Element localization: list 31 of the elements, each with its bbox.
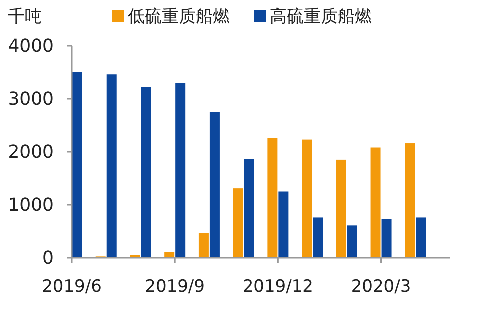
bar xyxy=(302,140,312,258)
bar xyxy=(141,87,152,258)
legend-label: 高硫重质船燃 xyxy=(270,7,372,27)
y-tick-label: 4000 xyxy=(8,36,54,57)
bar xyxy=(268,138,278,258)
bar xyxy=(382,219,392,258)
bar xyxy=(198,233,209,258)
bar xyxy=(164,252,175,258)
bar xyxy=(278,192,289,258)
bar xyxy=(416,218,426,258)
bar xyxy=(336,160,346,258)
bar xyxy=(176,83,186,258)
y-tick-label: 1000 xyxy=(8,195,54,216)
x-tick-label: 2020/3 xyxy=(351,277,412,297)
x-tick-label: 2019/6 xyxy=(42,277,102,297)
bar xyxy=(347,226,358,258)
y-tick-label: 2000 xyxy=(8,142,54,163)
bar xyxy=(210,112,220,258)
bar xyxy=(233,188,244,258)
bar xyxy=(106,74,117,258)
legend-label: 低硫重质船燃 xyxy=(128,7,230,27)
y-axis-title: 千吨 xyxy=(8,7,42,27)
bar xyxy=(244,159,254,258)
bar xyxy=(313,218,324,258)
bar xyxy=(405,144,416,258)
y-tick-label: 0 xyxy=(42,248,54,269)
bar xyxy=(72,72,82,258)
x-tick-label: 2019/12 xyxy=(242,277,314,297)
x-tick-label: 2019/9 xyxy=(145,277,205,297)
y-tick-label: 3000 xyxy=(8,89,54,110)
bar xyxy=(370,148,381,258)
